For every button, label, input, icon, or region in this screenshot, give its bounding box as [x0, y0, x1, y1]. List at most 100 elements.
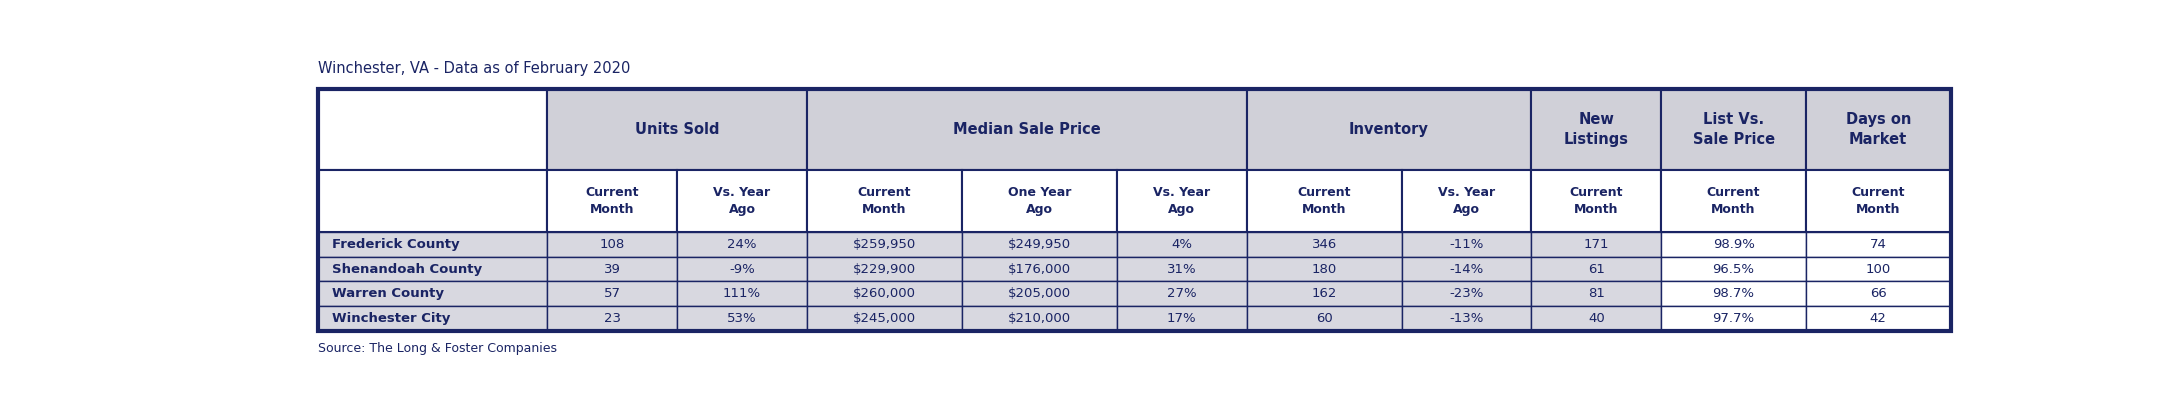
- Text: 24%: 24%: [727, 238, 758, 251]
- Text: -14%: -14%: [1450, 263, 1483, 275]
- Bar: [1661, 89, 1806, 170]
- Text: Winchester City: Winchester City: [332, 312, 449, 325]
- Text: Warren County: Warren County: [332, 287, 443, 300]
- Bar: [1531, 281, 1661, 306]
- Text: 96.5%: 96.5%: [1713, 263, 1754, 275]
- Bar: [1402, 306, 1531, 331]
- Bar: [1661, 306, 1806, 331]
- Text: -11%: -11%: [1450, 238, 1483, 251]
- Text: List Vs.
Sale Price: List Vs. Sale Price: [1693, 112, 1774, 147]
- Bar: [1806, 89, 1950, 170]
- Bar: [319, 170, 547, 232]
- Text: $259,950: $259,950: [853, 238, 916, 251]
- Bar: [1246, 281, 1402, 306]
- Text: 180: 180: [1311, 263, 1337, 275]
- Bar: [808, 257, 962, 281]
- Text: 17%: 17%: [1168, 312, 1196, 325]
- Text: 346: 346: [1311, 238, 1337, 251]
- Text: $205,000: $205,000: [1007, 287, 1070, 300]
- Bar: [1531, 306, 1661, 331]
- Text: 111%: 111%: [723, 287, 762, 300]
- Text: 61: 61: [1587, 263, 1604, 275]
- Text: Current
Month: Current Month: [1298, 186, 1350, 216]
- Text: Vs. Year
Ago: Vs. Year Ago: [714, 186, 771, 216]
- Bar: [1402, 170, 1531, 232]
- Text: 100: 100: [1865, 263, 1891, 275]
- Bar: [1116, 257, 1246, 281]
- Text: 40: 40: [1587, 312, 1604, 325]
- Text: -13%: -13%: [1450, 312, 1483, 325]
- Text: 31%: 31%: [1168, 263, 1196, 275]
- Bar: [1661, 232, 1806, 257]
- Bar: [1246, 170, 1402, 232]
- Bar: [677, 170, 808, 232]
- Bar: [962, 306, 1116, 331]
- Bar: [1116, 306, 1246, 331]
- Bar: [1661, 281, 1806, 306]
- Text: $260,000: $260,000: [853, 287, 916, 300]
- Bar: [1806, 170, 1950, 232]
- Bar: [1531, 89, 1661, 170]
- Text: One Year
Ago: One Year Ago: [1007, 186, 1070, 216]
- Text: Inventory: Inventory: [1348, 122, 1429, 137]
- Text: $210,000: $210,000: [1007, 312, 1070, 325]
- Bar: [962, 170, 1116, 232]
- Bar: [319, 89, 1950, 331]
- Bar: [1402, 232, 1531, 257]
- Bar: [1661, 257, 1806, 281]
- Text: Vs. Year
Ago: Vs. Year Ago: [1153, 186, 1209, 216]
- Bar: [808, 281, 962, 306]
- Text: 53%: 53%: [727, 312, 758, 325]
- Bar: [962, 232, 1116, 257]
- Text: -23%: -23%: [1450, 287, 1483, 300]
- Text: 74: 74: [1869, 238, 1887, 251]
- Text: Current
Month: Current Month: [586, 186, 638, 216]
- Bar: [962, 257, 1116, 281]
- Text: Median Sale Price: Median Sale Price: [953, 122, 1101, 137]
- Text: Current
Month: Current Month: [1852, 186, 1904, 216]
- Bar: [962, 281, 1116, 306]
- Text: $249,950: $249,950: [1007, 238, 1070, 251]
- Bar: [677, 232, 808, 257]
- Bar: [1246, 232, 1402, 257]
- Bar: [808, 306, 962, 331]
- Bar: [1402, 257, 1531, 281]
- Bar: [547, 89, 808, 170]
- Text: 4%: 4%: [1170, 238, 1192, 251]
- Bar: [319, 281, 547, 306]
- Bar: [1246, 306, 1402, 331]
- Bar: [808, 170, 962, 232]
- Text: $229,900: $229,900: [853, 263, 916, 275]
- Bar: [319, 257, 547, 281]
- Text: New
Listings: New Listings: [1563, 112, 1628, 147]
- Text: Shenandoah County: Shenandoah County: [332, 263, 482, 275]
- Text: Current
Month: Current Month: [1706, 186, 1761, 216]
- Bar: [677, 281, 808, 306]
- Bar: [547, 170, 677, 232]
- Bar: [1246, 257, 1402, 281]
- Bar: [547, 306, 677, 331]
- Bar: [1806, 306, 1950, 331]
- Bar: [1806, 232, 1950, 257]
- Bar: [319, 89, 547, 170]
- Text: 97.7%: 97.7%: [1713, 312, 1754, 325]
- Bar: [1661, 170, 1806, 232]
- Text: Current
Month: Current Month: [858, 186, 912, 216]
- Bar: [808, 232, 962, 257]
- Bar: [547, 232, 677, 257]
- Bar: [319, 306, 547, 331]
- Text: 27%: 27%: [1168, 287, 1196, 300]
- Text: 162: 162: [1311, 287, 1337, 300]
- Text: Winchester, VA - Data as of February 2020: Winchester, VA - Data as of February 202…: [319, 61, 632, 76]
- Text: 57: 57: [604, 287, 621, 300]
- Text: 23: 23: [604, 312, 621, 325]
- Bar: [1402, 281, 1531, 306]
- Text: Frederick County: Frederick County: [332, 238, 460, 251]
- Text: $176,000: $176,000: [1007, 263, 1070, 275]
- Text: 108: 108: [599, 238, 625, 251]
- Bar: [547, 281, 677, 306]
- Bar: [547, 257, 677, 281]
- Text: 66: 66: [1869, 287, 1887, 300]
- Bar: [1116, 170, 1246, 232]
- Text: 98.7%: 98.7%: [1713, 287, 1754, 300]
